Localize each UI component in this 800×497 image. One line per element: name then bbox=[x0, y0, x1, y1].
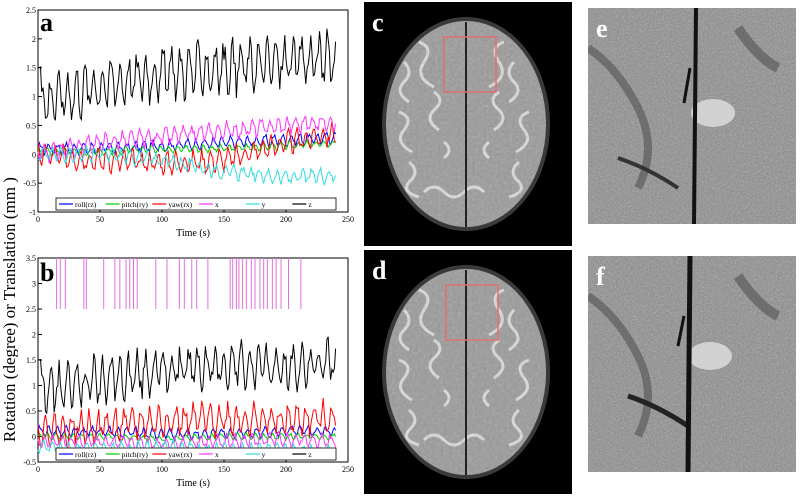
legend-entry: roll(rz) bbox=[75, 200, 97, 209]
series-line-z bbox=[37, 28, 337, 122]
y-tick-label: 3 bbox=[32, 280, 36, 289]
y-tick-label: 0 bbox=[32, 150, 36, 159]
panel-label-f: f bbox=[596, 262, 605, 291]
y-tick-label: 2 bbox=[32, 331, 36, 340]
x-tick-label: 0 bbox=[36, 465, 40, 474]
series-line-yaw(rx) bbox=[37, 397, 337, 449]
series-line-z bbox=[37, 336, 337, 414]
legend-entry: roll(rz) bbox=[75, 450, 97, 459]
y-tick-label: 0.5 bbox=[26, 121, 36, 130]
legend-box bbox=[55, 447, 337, 461]
plot-b-svg: -0.500.511.522.533.50 50 100 150 200 250Time … bbox=[23, 254, 354, 489]
series-line-y bbox=[37, 145, 337, 187]
series-line-x bbox=[37, 430, 337, 453]
mri-image-d bbox=[364, 250, 572, 494]
y-tick-label: 1 bbox=[32, 93, 36, 102]
panel-label-d: d bbox=[372, 256, 387, 285]
legend-entry: y bbox=[262, 200, 266, 209]
plot-a: -1 -0.5 0 0.5 1 1.5 2 2.5 0 50 100 150 200 250 Time (s… bbox=[18, 2, 358, 242]
series-line-yaw(rx) bbox=[37, 121, 337, 176]
y-tick-label: 1 bbox=[32, 382, 36, 391]
x-tick-label: 50 bbox=[96, 465, 104, 474]
legend-entry: z bbox=[308, 200, 312, 209]
legend-entry: pitch(ry) bbox=[122, 200, 149, 209]
legend-entry: z bbox=[308, 450, 312, 459]
x-tick-label: 250 bbox=[342, 465, 354, 474]
panel-label-a: a bbox=[40, 8, 53, 37]
legend-box bbox=[55, 197, 337, 211]
y-axis-label: Rotation (degree) or Translation (mm ) bbox=[0, 177, 19, 442]
y-tick-label: 0.5 bbox=[26, 407, 36, 416]
legend-entry: x bbox=[215, 200, 219, 209]
legend-entry: y bbox=[262, 450, 266, 459]
brain-axial-image-d bbox=[364, 250, 572, 494]
legend-entry: x bbox=[215, 450, 219, 459]
x-tick-label: 250 bbox=[342, 215, 354, 224]
series-line-pitch(ry) bbox=[37, 139, 336, 157]
x-tick-label: 200 bbox=[280, 465, 292, 474]
x-tick-label: 0 bbox=[36, 215, 40, 224]
y-tick-label: -1 bbox=[29, 208, 36, 217]
y-tick-label: 2.5 bbox=[26, 6, 36, 15]
zoom-image-f bbox=[588, 256, 796, 472]
legend-entry: yaw(rx) bbox=[168, 450, 192, 459]
panel-label-b: b bbox=[40, 258, 55, 287]
y-tick-label: 3.5 bbox=[26, 254, 36, 263]
y-tick-label: 2 bbox=[32, 35, 36, 44]
plot-b: -0.5 0 0.5 1 1.5 2 2.5 3 3.5 0 50 100 150 200 250 Time … bbox=[18, 250, 358, 492]
x-tick-label: 200 bbox=[280, 215, 292, 224]
x-tick-label: 150 bbox=[218, 465, 230, 474]
y-tick-label: 1.5 bbox=[26, 356, 36, 365]
y-tick-label: 1.5 bbox=[26, 64, 36, 73]
legend-entry: pitch(ry) bbox=[122, 450, 149, 459]
brain-axial-image-c bbox=[364, 2, 572, 246]
y-tick-label: 0 bbox=[32, 433, 36, 442]
x-axis-label: Time (s) bbox=[176, 478, 210, 489]
legend-entry: yaw(rx) bbox=[168, 200, 192, 209]
x-tick-label: 50 bbox=[96, 215, 104, 224]
zoom-image-e bbox=[588, 8, 796, 224]
zoomed-region-f bbox=[588, 256, 796, 472]
x-tick-label: 100 bbox=[156, 215, 168, 224]
mri-image-c bbox=[364, 2, 572, 246]
y-tick-label: -0.5 bbox=[23, 458, 36, 467]
y-tick-label: -0.5 bbox=[23, 179, 36, 188]
plot-frame bbox=[37, 257, 349, 463]
panel-label-c: c bbox=[372, 8, 384, 37]
zoomed-region-e bbox=[588, 8, 796, 224]
x-axis-label: Time (s) bbox=[176, 228, 210, 239]
panel-label-e: e bbox=[596, 14, 608, 43]
x-tick-label: 150 bbox=[218, 215, 230, 224]
plot-a-svg: -1 -0.5 0 0.5 1 1.5 2 2.5 0 50 100 150 200 250 Time (s… bbox=[23, 6, 354, 239]
x-tick-label: 100 bbox=[156, 465, 168, 474]
series-line-x bbox=[37, 115, 337, 164]
y-tick-label: 2.5 bbox=[26, 305, 36, 314]
